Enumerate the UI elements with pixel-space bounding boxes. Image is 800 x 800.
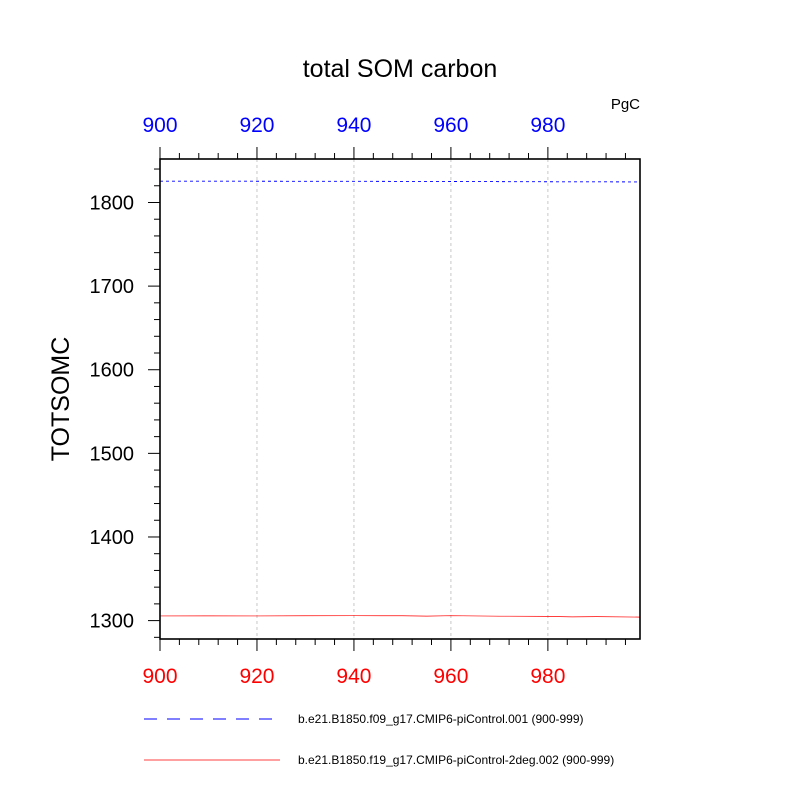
y-tick-label-1700: 1700 [90, 276, 135, 298]
y-axis-label: TOTSOMC [47, 337, 75, 462]
y-tick-label-1400: 1400 [90, 527, 135, 549]
plot-frame [159, 158, 641, 640]
legend-label-2: b.e21.B1850.f19_g17.CMIP6-piControl-2deg… [298, 753, 614, 767]
series-layer [159, 180, 641, 618]
x-tick-label-top-900: 900 [142, 114, 177, 137]
x-tick-label-top-920: 920 [239, 114, 274, 137]
grid-layer [256, 159, 549, 639]
x-tick-label-bottom-940: 940 [336, 665, 371, 688]
axis-layer: 900 900 920 920 940 940 960 960 980 980 1300 1400 15… [90, 114, 641, 688]
y-tick-label-1800: 1800 [90, 192, 135, 214]
y-tick-label-1300: 1300 [90, 611, 135, 633]
x-tick-label-bottom-900: 900 [142, 665, 177, 688]
x-tick-label-top-960: 960 [433, 114, 468, 137]
chart-title: total SOM carbon [303, 55, 498, 83]
x-tick-label-top-940: 940 [336, 114, 371, 137]
y-tick-label-1600: 1600 [90, 360, 135, 382]
y-tick-label-1500: 1500 [90, 443, 135, 465]
legend-label-1: b.e21.B1850.f09_g17.CMIP6-piControl.001 … [298, 712, 584, 726]
x-tick-label-bottom-980: 980 [530, 665, 565, 688]
x-tick-label-bottom-920: 920 [239, 665, 274, 688]
series-line-1 [159, 180, 641, 183]
units-label: PgC [611, 96, 640, 113]
legend: b.e21.B1850.f09_g17.CMIP6-piControl.001 … [144, 712, 614, 767]
x-tick-label-bottom-960: 960 [433, 665, 468, 688]
series-line-2 [159, 615, 641, 618]
x-tick-label-top-980: 980 [530, 114, 565, 137]
